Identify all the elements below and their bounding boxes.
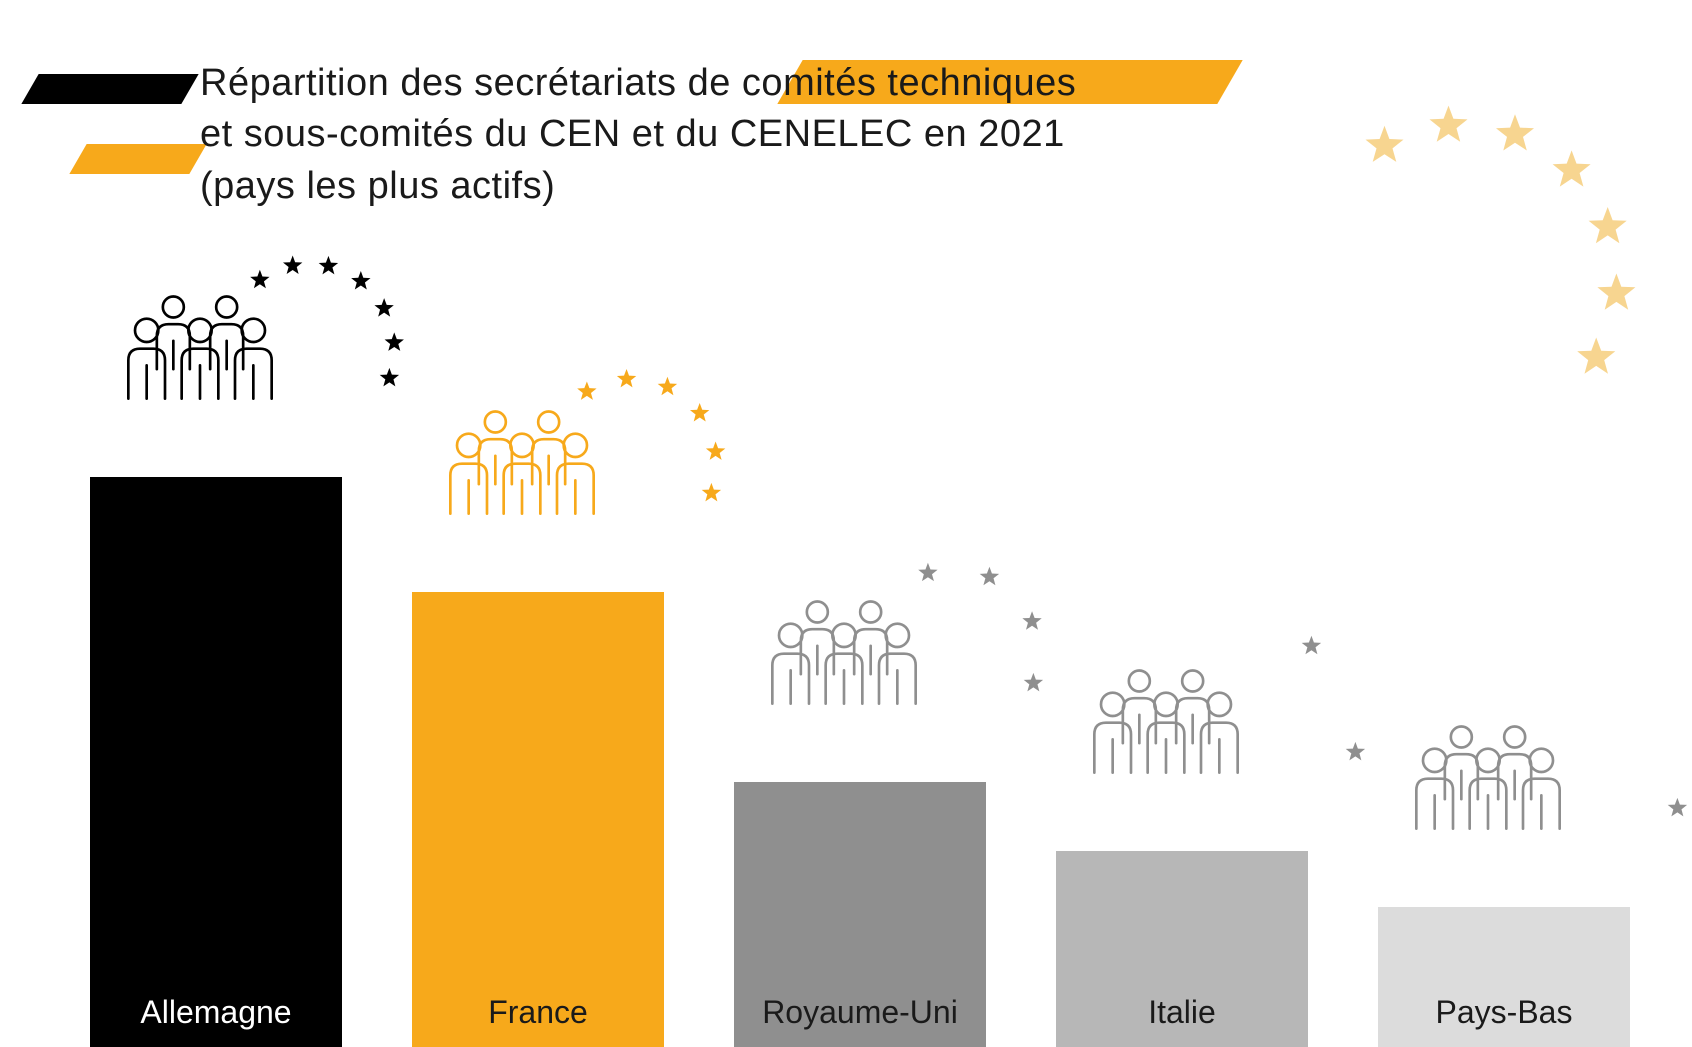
bar-group: Pays-Bas bbox=[1378, 907, 1630, 1047]
bar-group: France bbox=[412, 592, 664, 1047]
star-arc-icon bbox=[1216, 621, 1386, 791]
chart-title: Répartition des secrétariats de comités … bbox=[200, 58, 1076, 212]
people-icon bbox=[422, 392, 622, 552]
bar: Allemagne bbox=[90, 477, 342, 1047]
people-icon bbox=[100, 277, 300, 437]
bar-label: Italie bbox=[1056, 994, 1308, 1031]
star-arc-icon bbox=[894, 552, 1064, 722]
bar: Pays-Bas bbox=[1378, 907, 1630, 1047]
people-icon bbox=[744, 582, 944, 742]
bar-topper bbox=[1388, 707, 1692, 907]
people-icon bbox=[1388, 707, 1588, 867]
bar-group: Allemagne bbox=[90, 477, 342, 1047]
header-stripe bbox=[69, 144, 206, 174]
bar-topper bbox=[744, 582, 1074, 782]
bar-label: France bbox=[412, 994, 664, 1031]
bar-topper bbox=[422, 392, 752, 592]
bar-label: Allemagne bbox=[90, 994, 342, 1031]
bar-group: Italie bbox=[1056, 851, 1308, 1047]
star-arc-icon bbox=[572, 362, 742, 532]
bar-group: Royaume-Uni bbox=[734, 782, 986, 1047]
bar-topper bbox=[100, 277, 430, 477]
bar: Royaume-Uni bbox=[734, 782, 986, 1047]
header-stripe bbox=[21, 74, 198, 104]
bar-topper bbox=[1066, 651, 1396, 851]
people-icon bbox=[1066, 651, 1266, 811]
title-line-2: et sous-comités du CEN et du CENELEC en … bbox=[200, 113, 1065, 155]
bar-label: Royaume-Uni bbox=[734, 994, 986, 1031]
bar-label: Pays-Bas bbox=[1378, 994, 1630, 1031]
star-arc-icon bbox=[250, 247, 420, 417]
star-arc-icon bbox=[1538, 677, 1692, 847]
bar-chart: Allemagne France Royaume-Uni bbox=[90, 227, 1630, 1047]
bar: Italie bbox=[1056, 851, 1308, 1047]
title-line-3: (pays les plus actifs) bbox=[200, 165, 555, 207]
bar: France bbox=[412, 592, 664, 1047]
title-line-1: Répartition des secrétariats de comités … bbox=[200, 62, 1076, 104]
